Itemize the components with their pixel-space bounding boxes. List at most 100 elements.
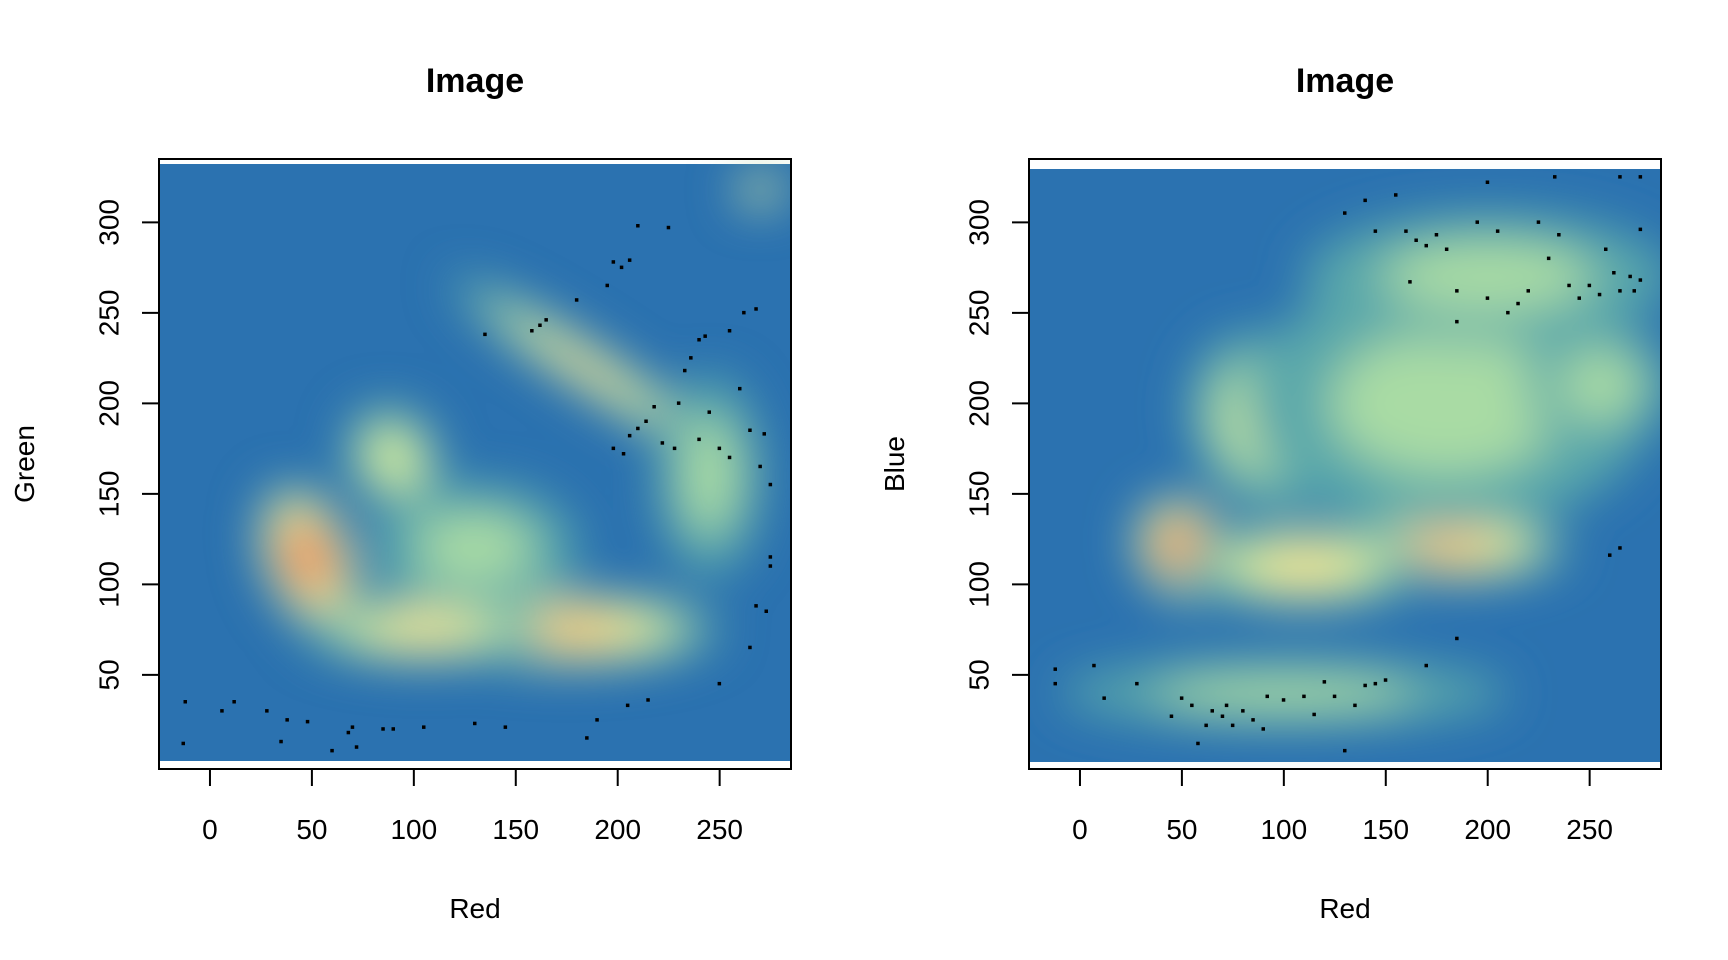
x-tick-label: 200 <box>1464 814 1511 845</box>
y-tick-label: 150 <box>963 471 994 518</box>
outlier-point <box>697 338 701 342</box>
outlier-point <box>1526 289 1530 293</box>
y-axis-label: Blue <box>879 436 910 492</box>
outlier-point <box>1302 694 1306 699</box>
outlier-point <box>1455 319 1459 324</box>
x-tick-label: 150 <box>1362 814 1409 845</box>
outlier-point <box>538 323 542 327</box>
outlier-point <box>1638 227 1643 232</box>
outlier-point <box>544 318 548 322</box>
outlier-point <box>1587 283 1592 288</box>
outlier-point <box>1424 663 1428 668</box>
x-axis: 0 50 100 150 200 250 <box>202 768 743 845</box>
y-tick-label: 200 <box>963 380 994 427</box>
outlier-point <box>1332 694 1337 699</box>
outlier-point <box>595 718 599 722</box>
outlier-point <box>625 703 630 708</box>
outlier-point <box>1628 274 1632 279</box>
outlier-point <box>666 225 671 230</box>
chart-title: Image <box>1296 62 1394 100</box>
outlier-point <box>1618 175 1622 179</box>
outlier-point <box>1485 180 1490 184</box>
outlier-point <box>1424 243 1428 248</box>
outlier-point <box>754 307 758 311</box>
outlier-point <box>652 405 656 409</box>
outlier-point <box>473 721 477 726</box>
outlier-point <box>1373 229 1378 233</box>
x-tick-label: 50 <box>1166 814 1197 845</box>
outlier-point <box>768 555 773 559</box>
x-tick-label: 100 <box>390 814 437 845</box>
outlier-point <box>1251 718 1255 722</box>
outlier-point <box>1638 278 1643 282</box>
density-contour <box>1154 674 1413 712</box>
y-axis-label: Green <box>9 425 40 503</box>
outlier-point <box>1612 271 1616 275</box>
outlier-point <box>644 419 648 423</box>
x-tick-label: 150 <box>492 814 539 845</box>
density-layer <box>258 171 785 666</box>
outlier-point <box>1618 546 1622 550</box>
outlier-point <box>636 224 640 228</box>
outlier-point <box>727 455 732 460</box>
x-tick-label: 250 <box>696 814 743 845</box>
outlier-point <box>605 283 609 288</box>
outlier-point <box>232 700 236 704</box>
outlier-point <box>1404 229 1408 233</box>
outlier-point <box>672 446 677 451</box>
heatmap-area <box>159 159 791 769</box>
outlier-point <box>483 332 487 337</box>
outlier-point <box>1363 198 1367 203</box>
outlier-point <box>758 464 762 469</box>
x-tick-label: 0 <box>1072 814 1088 845</box>
outlier-point <box>1343 748 1347 753</box>
outlier-point <box>764 609 768 613</box>
outlier-point <box>754 604 758 608</box>
outlier-point <box>585 736 589 740</box>
outlier-points <box>1053 175 1643 753</box>
outlier-point <box>1169 714 1174 718</box>
density-contour <box>1329 330 1565 477</box>
x-tick-label: 50 <box>296 814 327 845</box>
density-contour <box>379 617 469 642</box>
outlier-point <box>611 260 616 264</box>
outlier-point <box>1220 714 1225 718</box>
outlier-point <box>768 482 773 487</box>
outlier-point <box>1597 292 1602 297</box>
outlier-point <box>1363 683 1367 688</box>
density-contour <box>751 183 770 197</box>
density-contour <box>537 334 637 401</box>
outlier-point <box>627 433 632 438</box>
outlier-point <box>1053 681 1057 686</box>
outlier-point <box>1053 667 1057 671</box>
density-contour <box>416 511 534 585</box>
y-tick-label: 150 <box>93 471 124 518</box>
outlier-point <box>683 368 687 373</box>
x-tick-label: 250 <box>1566 814 1613 845</box>
outlier-point <box>707 410 711 414</box>
x-tick-label: 100 <box>1260 814 1307 845</box>
outlier-point <box>742 310 746 315</box>
outlier-point <box>574 298 579 302</box>
outlier-point <box>1196 741 1200 746</box>
outlier-point <box>354 745 359 749</box>
outlier-point <box>676 401 681 405</box>
outlier-point <box>1373 681 1378 686</box>
outlier-point <box>1632 289 1636 293</box>
density-layer <box>1059 213 1661 726</box>
density-contour <box>1382 240 1594 314</box>
outlier-point <box>1224 703 1229 708</box>
outlier-point <box>530 329 534 333</box>
outlier-point <box>1179 696 1184 700</box>
outlier-point <box>330 748 334 753</box>
outlier-point <box>1204 723 1208 728</box>
outlier-point <box>1536 220 1541 224</box>
outlier-point <box>1495 229 1500 233</box>
chart-title: Image <box>426 62 524 100</box>
outlier-point <box>697 437 701 442</box>
outlier-point <box>422 725 426 729</box>
outlier-point <box>1135 681 1139 686</box>
outlier-point <box>381 727 385 731</box>
outlier-point <box>1444 247 1449 251</box>
